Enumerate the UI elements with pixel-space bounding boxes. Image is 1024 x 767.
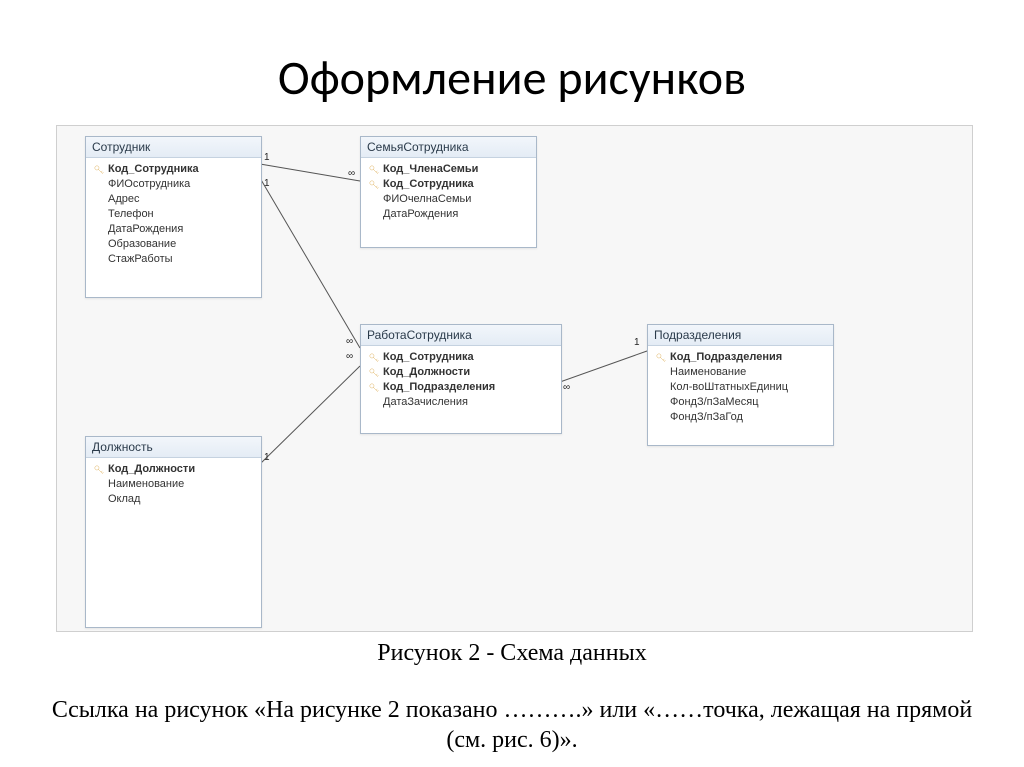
field-row[interactable]: ДатаРождения: [88, 222, 259, 237]
field-row[interactable]: Оклад: [88, 492, 259, 507]
field-name: ФондЗ/пЗаМесяц: [668, 395, 759, 410]
field-row[interactable]: Адрес: [88, 192, 259, 207]
schema-diagram: СотрудникКод_СотрудникаФИОсотрудникаАдре…: [56, 125, 973, 632]
field-row[interactable]: Наименование: [88, 477, 259, 492]
edge-line: [260, 178, 360, 348]
edge-line: [260, 164, 360, 181]
field-row[interactable]: ФондЗ/пЗаМесяц: [650, 395, 831, 410]
cardinality-label: ∞: [348, 168, 355, 179]
field-name: Код_Подразделения: [668, 350, 782, 365]
entity-position[interactable]: ДолжностьКод_ДолжностиНаименованиеОклад: [85, 436, 262, 628]
field-name: ДатаРождения: [381, 207, 458, 222]
entity-body: Код_ЧленаСемьиКод_СотрудникаФИОчелнаСемь…: [361, 158, 536, 228]
field-row[interactable]: Код_Сотрудника: [363, 177, 534, 192]
entity-body: Код_ДолжностиНаименованиеОклад: [86, 458, 261, 513]
field-name: ФИОсотрудника: [106, 177, 190, 192]
cardinality-label: 1: [634, 337, 640, 348]
field-name: ДатаРождения: [106, 222, 183, 237]
field-row[interactable]: ФИОсотрудника: [88, 177, 259, 192]
key-icon: [367, 368, 381, 378]
field-name: Код_ЧленаСемьи: [381, 162, 478, 177]
field-name: Код_Сотрудника: [381, 177, 474, 192]
field-row[interactable]: Код_Подразделения: [650, 350, 831, 365]
field-name: Код_Должности: [106, 462, 195, 477]
cardinality-label: ∞: [346, 336, 353, 347]
key-icon: [367, 353, 381, 363]
key-icon: [367, 180, 381, 190]
field-name: СтажРаботы: [106, 252, 173, 267]
field-name: Код_Сотрудника: [381, 350, 474, 365]
slide: Оформление рисунков СотрудникКод_Сотрудн…: [0, 0, 1024, 767]
entity-header[interactable]: СемьяСотрудника: [361, 137, 536, 158]
entity-work[interactable]: РаботаСотрудникаКод_СотрудникаКод_Должно…: [360, 324, 562, 434]
figure-caption: Рисунок 2 - Схема данных: [0, 640, 1024, 667]
key-icon: [92, 465, 106, 475]
field-name: ДатаЗачисления: [381, 395, 468, 410]
field-row[interactable]: Код_Должности: [88, 462, 259, 477]
field-row[interactable]: Телефон: [88, 207, 259, 222]
key-icon: [367, 383, 381, 393]
field-row[interactable]: Код_Подразделения: [363, 380, 559, 395]
field-name: Адрес: [106, 192, 140, 207]
field-name: Код_Сотрудника: [106, 162, 199, 177]
entity-body: Код_СотрудникаКод_ДолжностиКод_Подраздел…: [361, 346, 561, 416]
field-name: ФондЗ/пЗаГод: [668, 410, 743, 425]
key-icon: [367, 165, 381, 175]
field-row[interactable]: Образование: [88, 237, 259, 252]
field-row[interactable]: Код_Должности: [363, 365, 559, 380]
entity-header[interactable]: РаботаСотрудника: [361, 325, 561, 346]
entity-employee[interactable]: СотрудникКод_СотрудникаФИОсотрудникаАдре…: [85, 136, 262, 298]
key-icon: [92, 165, 106, 175]
entity-family[interactable]: СемьяСотрудникаКод_ЧленаСемьиКод_Сотрудн…: [360, 136, 537, 248]
field-row[interactable]: Код_ЧленаСемьи: [363, 162, 534, 177]
field-name: Образование: [106, 237, 176, 252]
field-row[interactable]: Код_Сотрудника: [88, 162, 259, 177]
figure-reference: Ссылка на рисунок «На рисунке 2 показано…: [40, 695, 984, 755]
cardinality-label: 1: [264, 152, 270, 163]
entity-header[interactable]: Подразделения: [648, 325, 833, 346]
field-name: Наименование: [106, 477, 184, 492]
entity-department[interactable]: ПодразделенияКод_ПодразделенияНаименован…: [647, 324, 834, 446]
cardinality-label: ∞: [346, 351, 353, 362]
entity-header[interactable]: Сотрудник: [86, 137, 261, 158]
field-name: Кол-воШтатныхЕдиниц: [668, 380, 788, 395]
field-name: Оклад: [106, 492, 140, 507]
edge-line: [260, 366, 360, 464]
key-icon: [654, 353, 668, 363]
field-name: Телефон: [106, 207, 154, 222]
field-row[interactable]: ДатаЗачисления: [363, 395, 559, 410]
entity-body: Код_ПодразделенияНаименованиеКол-воШтатн…: [648, 346, 833, 431]
field-name: Код_Должности: [381, 365, 470, 380]
entity-header[interactable]: Должность: [86, 437, 261, 458]
field-row[interactable]: СтажРаботы: [88, 252, 259, 267]
edge-line: [560, 351, 647, 382]
field-row[interactable]: Наименование: [650, 365, 831, 380]
field-row[interactable]: ФИОчелнаСемьи: [363, 192, 534, 207]
field-name: Наименование: [668, 365, 746, 380]
slide-title: Оформление рисунков: [0, 48, 1024, 107]
field-row[interactable]: Код_Сотрудника: [363, 350, 559, 365]
cardinality-label: ∞: [563, 382, 570, 393]
cardinality-label: 1: [264, 452, 270, 463]
field-name: ФИОчелнаСемьи: [381, 192, 471, 207]
entity-body: Код_СотрудникаФИОсотрудникаАдресТелефонД…: [86, 158, 261, 273]
field-name: Код_Подразделения: [381, 380, 495, 395]
field-row[interactable]: ДатаРождения: [363, 207, 534, 222]
field-row[interactable]: Кол-воШтатныхЕдиниц: [650, 380, 831, 395]
cardinality-label: 1: [264, 178, 270, 189]
field-row[interactable]: ФондЗ/пЗаГод: [650, 410, 831, 425]
